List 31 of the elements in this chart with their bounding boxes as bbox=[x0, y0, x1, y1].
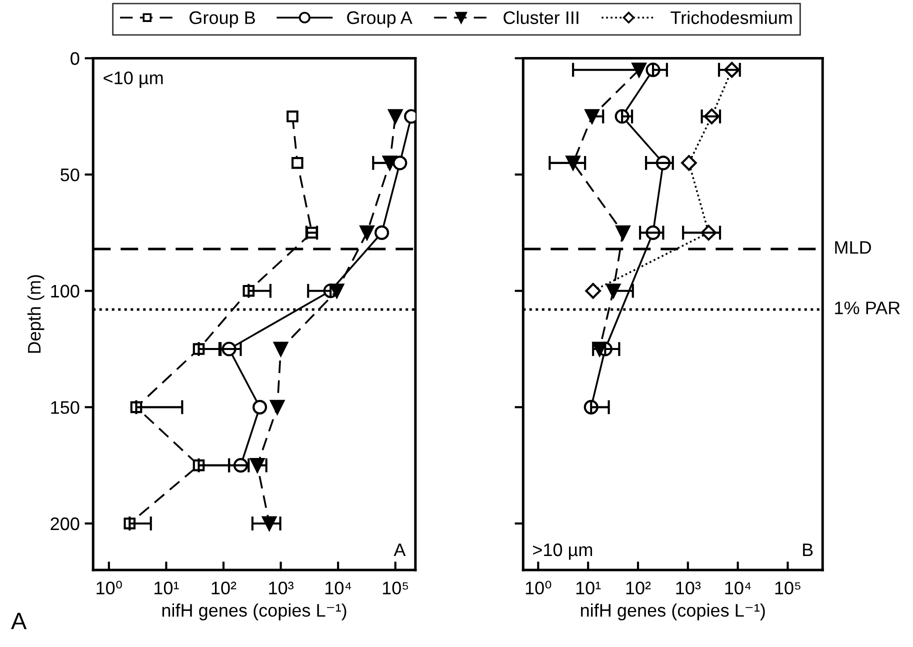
x-axis-title: nifH genes (copies L⁻¹) bbox=[581, 604, 765, 620]
x-tick-label: 10⁰ bbox=[526, 580, 552, 594]
x-tick-label: 10⁵ bbox=[382, 582, 408, 594]
x-tick-label: 10³ bbox=[676, 582, 701, 594]
y-tick-label: 100 bbox=[51, 284, 80, 298]
annotation: B bbox=[803, 544, 813, 556]
legend-label: Trichodesmium bbox=[670, 10, 792, 24]
annotation: <10 µm bbox=[104, 72, 163, 88]
ref-line-label: 1% PAR bbox=[835, 302, 900, 314]
x-tick-label: 10⁰ bbox=[96, 580, 122, 594]
y-tick-label: 0 bbox=[70, 52, 80, 65]
x-tick-label: 10² bbox=[626, 582, 651, 594]
x-tick-label: 10³ bbox=[269, 582, 294, 594]
y-tick-label: 50 bbox=[60, 168, 80, 182]
legend-label: Cluster III bbox=[504, 10, 578, 24]
y-tick-label: 150 bbox=[51, 401, 80, 414]
x-tick-label: 10⁴ bbox=[326, 582, 352, 594]
y-tick-label: 200 bbox=[50, 517, 80, 530]
x-tick-label: 10² bbox=[212, 582, 236, 594]
text: A bbox=[11, 612, 27, 630]
ref-line-label: MLD bbox=[835, 241, 871, 254]
annotation: >10 µm bbox=[533, 543, 592, 560]
legend-label: Group A bbox=[347, 11, 412, 28]
x-tick-label: 10⁴ bbox=[725, 582, 751, 594]
annotation: A bbox=[394, 544, 406, 556]
x-axis-title: nifH genes (copies L⁻¹) bbox=[162, 604, 346, 620]
x-tick-label: 10¹ bbox=[576, 582, 601, 594]
legend-label: Group B bbox=[190, 11, 255, 28]
y-axis-title: Depth (m) bbox=[27, 275, 44, 353]
x-tick-label: 10⁵ bbox=[775, 582, 800, 594]
x-tick-label: 10¹ bbox=[154, 582, 179, 594]
